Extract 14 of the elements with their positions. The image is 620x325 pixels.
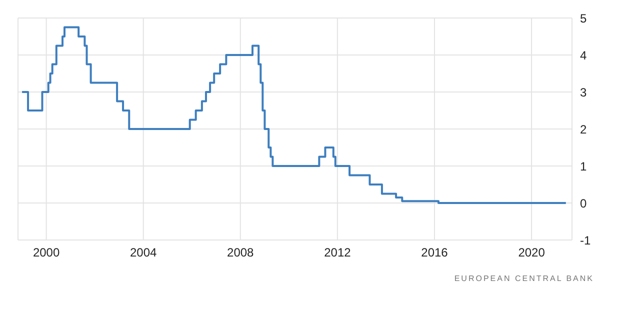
x-tick-label: 2004: [130, 246, 158, 260]
y-tick-label: 3: [580, 85, 587, 100]
x-tick-label: 2000: [32, 246, 60, 260]
x-tick-label: 2008: [227, 246, 254, 260]
y-tick-label: -1: [580, 233, 591, 248]
x-tick-label: 2020: [518, 246, 546, 260]
x-tick-label: 2016: [421, 246, 448, 260]
text: EUROPEAN CENTRAL BANK: [453, 274, 594, 283]
y-tick-label: 4: [580, 48, 587, 62]
y-tick-label: 5: [580, 11, 587, 26]
y-tick-label: 1: [580, 159, 587, 174]
y-tick-label: 2: [580, 122, 587, 136]
x-tick-label: 2012: [324, 246, 352, 260]
y-tick-label: 0: [580, 196, 587, 210]
